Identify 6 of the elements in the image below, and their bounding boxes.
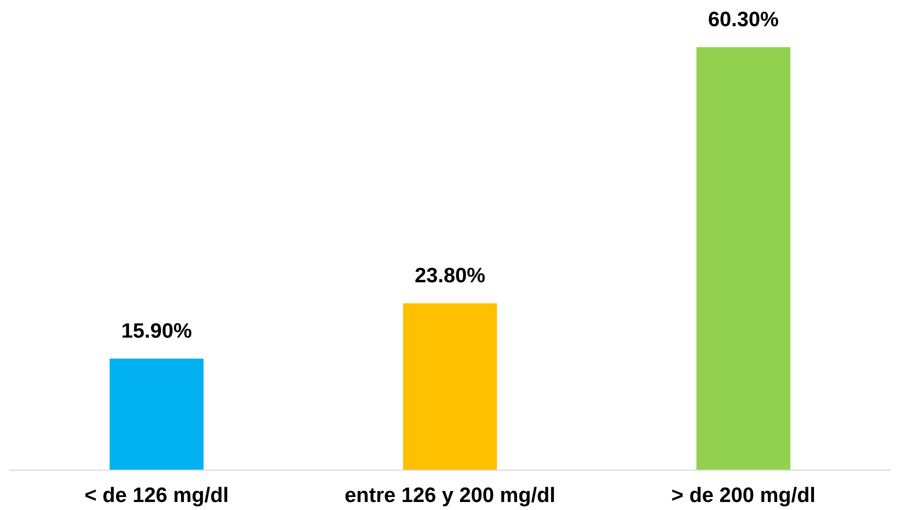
x-tick-label: entre 126 y 200 mg/dl (345, 486, 554, 506)
data-label: 60.30% (708, 12, 778, 26)
x-tick-label: < de 126 mg/dl (85, 486, 228, 506)
data-label: 15.90% (122, 323, 192, 338)
x-tick-label: > de 200 mg/dl (672, 486, 814, 506)
data-label: 23.80% (415, 268, 485, 282)
